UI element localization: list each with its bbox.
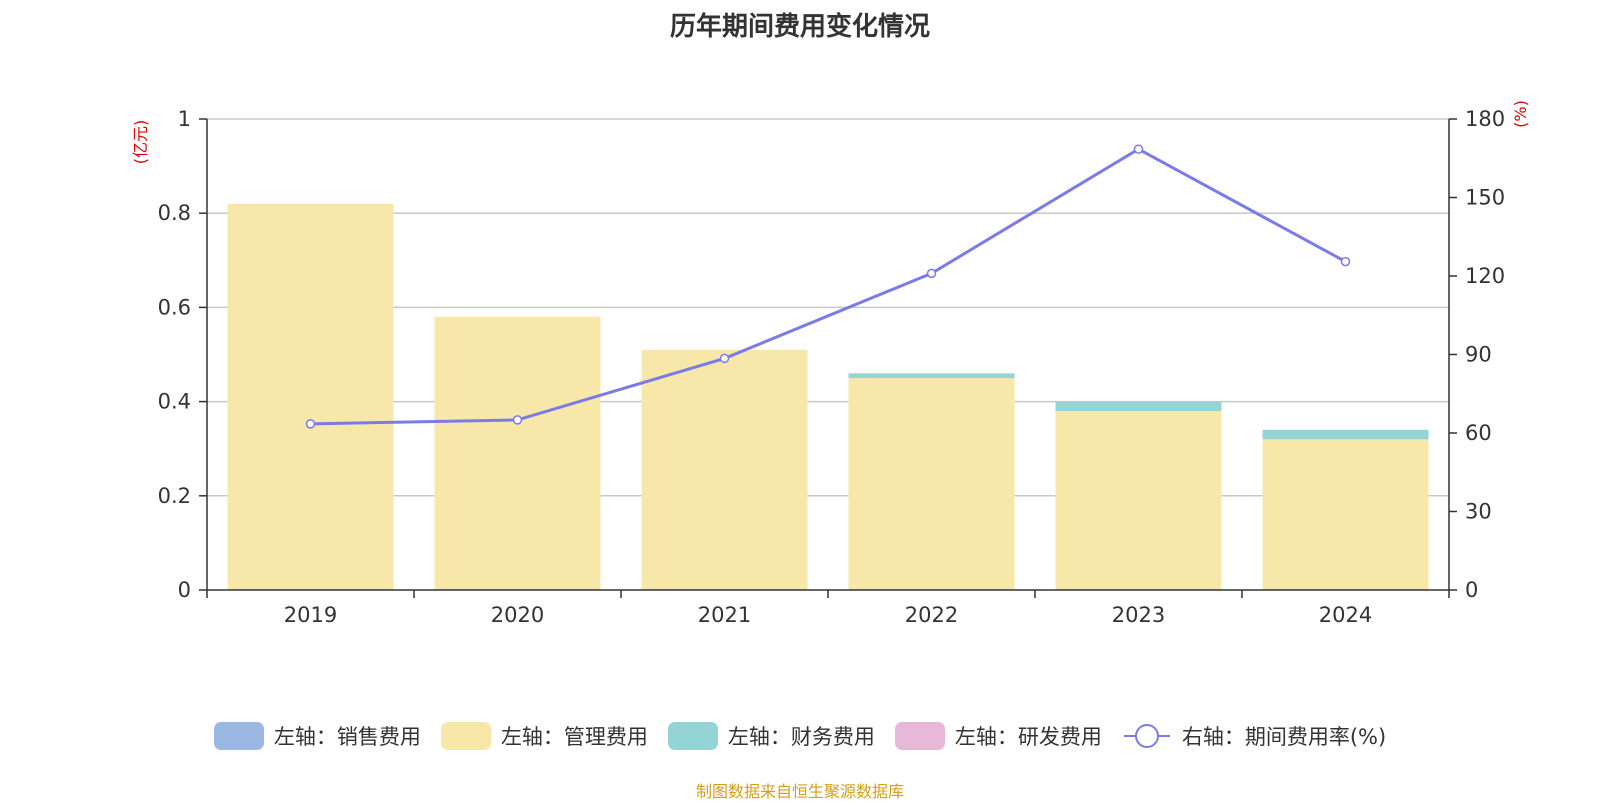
bar-segment <box>1055 401 1222 412</box>
left-axis-unit: (亿元) <box>131 120 150 165</box>
legend-item-finance[interactable]: 左轴：财务费用 <box>667 721 875 751</box>
chart-canvas: 0 0.2 0.4 0.6 0.8 1 0 30 60 90 120 150 180 (亿元) (%) 201… <box>131 100 1530 627</box>
bar-segment <box>1055 411 1222 590</box>
x-tick-label: 2019 <box>284 603 337 627</box>
right-tick-label: 120 <box>1465 264 1505 288</box>
x-tick-label: 2023 <box>1112 603 1165 627</box>
bar-segment <box>1262 429 1429 440</box>
rate-line-series <box>305 144 1351 429</box>
legend-swatch-sales <box>213 722 264 750</box>
legend-swatch-admin <box>440 722 491 750</box>
right-tick-label: 150 <box>1465 186 1505 210</box>
legend: 左轴：销售费用 左轴：管理费用 左轴：财务费用 左轴：研发费用 右轴：期间费用率… <box>0 716 1600 756</box>
rate-point <box>1340 256 1351 267</box>
left-tick-label: 0.2 <box>158 484 191 508</box>
legend-swatch-rd <box>894 722 945 750</box>
gridlines <box>207 118 1449 497</box>
legend-label-admin: 左轴：管理费用 <box>500 725 648 749</box>
rate-point <box>719 353 730 364</box>
axes <box>199 118 1457 598</box>
legend-item-rd[interactable]: 左轴：研发费用 <box>894 721 1102 751</box>
right-tick-label: 180 <box>1465 107 1505 131</box>
right-tick-label: 90 <box>1465 343 1492 367</box>
x-tick-label: 2024 <box>1319 603 1372 627</box>
data-source-note: 制图数据来自恒生聚源数据库 <box>695 782 904 801</box>
rate-point <box>305 419 316 429</box>
left-tick-label: 0.6 <box>158 295 191 319</box>
x-tick-label: 2022 <box>905 603 958 627</box>
legend-swatch-finance <box>667 722 718 750</box>
rate-point <box>1133 144 1144 154</box>
right-tick-label: 60 <box>1465 421 1492 445</box>
rate-line <box>310 147 1347 426</box>
legend-label-sales: 左轴：销售费用 <box>273 725 421 749</box>
rate-point <box>512 415 523 425</box>
legend-label-rd: 左轴：研发费用 <box>954 725 1102 749</box>
left-tick-label: 1 <box>178 107 191 131</box>
bar-segment <box>848 373 1015 379</box>
x-tick-label: 2021 <box>698 603 751 627</box>
legend-label-rate: 右轴：期间费用率(%) <box>1181 725 1387 749</box>
x-tick-label: 2020 <box>491 603 544 627</box>
bar-segment <box>434 316 601 590</box>
legend-item-sales[interactable]: 左轴：销售费用 <box>213 721 421 751</box>
bar-series <box>227 203 1429 590</box>
bar-segment <box>1262 439 1429 590</box>
bar-segment <box>848 378 1015 590</box>
legend-line-icon <box>1123 724 1170 748</box>
right-tick-label: 0 <box>1465 578 1478 602</box>
bar-segment <box>227 203 394 590</box>
left-tick-label: 0 <box>178 578 191 602</box>
tick-labels: 0 0.2 0.4 0.6 0.8 1 0 30 60 90 120 150 180 (亿元) (%) 201… <box>131 100 1530 627</box>
rate-point <box>926 268 937 279</box>
chart-title: 历年期间费用变化情况 <box>669 12 930 42</box>
right-axis-unit: (%) <box>1511 100 1530 128</box>
legend-item-admin[interactable]: 左轴：管理费用 <box>440 721 648 751</box>
left-tick-label: 0.8 <box>158 201 191 225</box>
bar-segment <box>641 349 808 590</box>
left-tick-label: 0.4 <box>158 390 191 414</box>
legend-item-rate[interactable]: 右轴：期间费用率(%) <box>1122 721 1386 751</box>
legend-label-finance: 左轴：财务费用 <box>727 725 875 749</box>
right-tick-label: 30 <box>1465 500 1492 524</box>
